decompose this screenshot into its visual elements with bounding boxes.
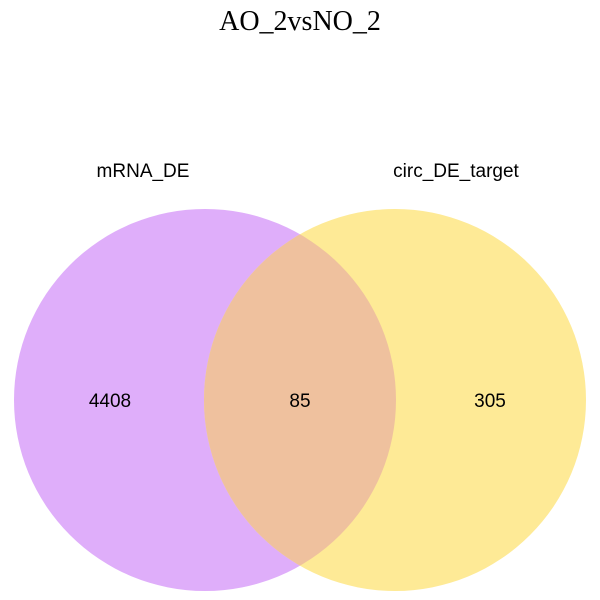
diagram-title: AO_2vsNO_2 <box>219 6 381 37</box>
count-intersection: 85 <box>289 391 310 412</box>
set-label-circ-de-target: circ_DE_target <box>393 161 519 182</box>
count-mrna-de-only: 4408 <box>89 391 131 412</box>
count-circ-de-target-only: 305 <box>474 391 506 412</box>
set-label-mrna-de: mRNA_DE <box>97 161 190 182</box>
overlap-region <box>204 209 396 591</box>
